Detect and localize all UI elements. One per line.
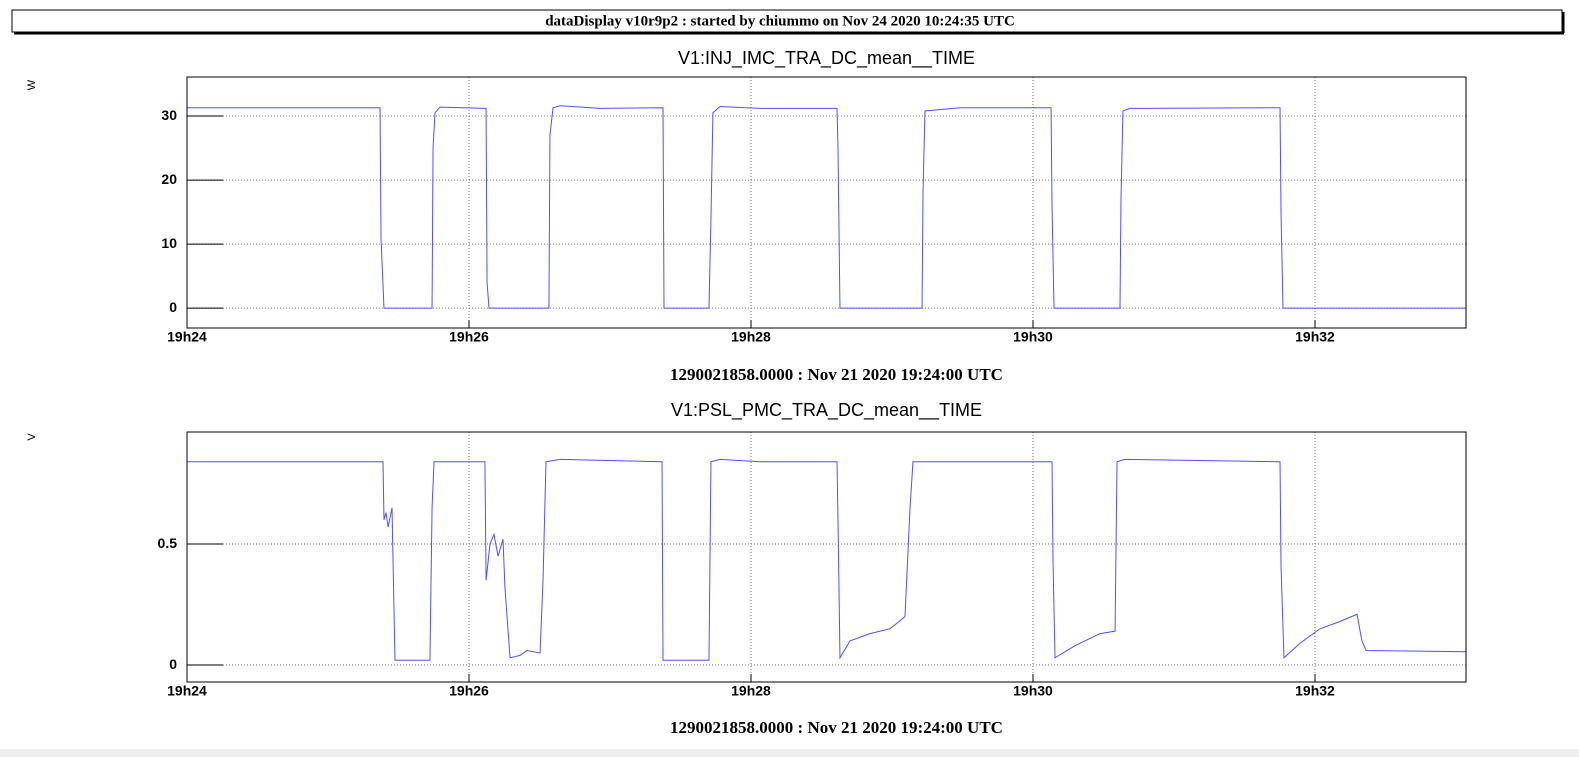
x-tick-label: 19h24 — [167, 683, 207, 699]
x-tick-label: 19h28 — [731, 329, 771, 345]
x-tick-label: 19h24 — [167, 329, 207, 345]
x-axis-label: 1290021858.0000 : Nov 21 2020 19:24:00 U… — [670, 718, 1003, 737]
y-axis-label: V — [26, 433, 38, 441]
x-tick-label: 19h32 — [1295, 329, 1335, 345]
x-tick-label: 19h26 — [449, 329, 489, 345]
y-tick-label: 10 — [161, 235, 177, 251]
y-tick-label: 0.5 — [158, 535, 178, 551]
status-strip — [0, 749, 1579, 757]
x-tick-label: 19h26 — [449, 683, 489, 699]
x-tick-label: 19h32 — [1295, 683, 1335, 699]
data-line — [187, 105, 1466, 309]
plot-frame — [186, 76, 1467, 329]
y-axis-label: W — [26, 79, 38, 90]
x-axis-label: 1290021858.0000 : Nov 21 2020 19:24:00 U… — [670, 365, 1003, 384]
chart-title: V1:PSL_PMC_TRA_DC_mean__TIME — [671, 400, 982, 421]
plot-frame — [186, 431, 1467, 683]
y-tick-label: 30 — [161, 107, 177, 123]
y-tick-label: 0 — [169, 656, 177, 672]
x-tick-label: 19h30 — [1013, 683, 1053, 699]
x-tick-label: 19h28 — [731, 683, 771, 699]
chart-title: V1:INJ_IMC_TRA_DC_mean__TIME — [678, 48, 975, 69]
data-line — [187, 458, 1467, 661]
y-tick-label: 20 — [161, 171, 177, 187]
header-title: dataDisplay v10r9p2 : started by chiummo… — [545, 13, 1015, 29]
y-tick-label: 0 — [169, 299, 177, 315]
x-tick-label: 19h30 — [1013, 329, 1053, 345]
